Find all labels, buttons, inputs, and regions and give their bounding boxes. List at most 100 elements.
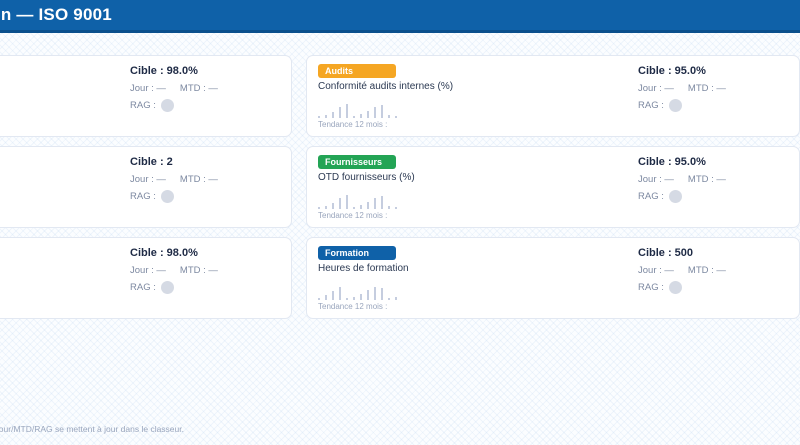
sparkline-bar — [332, 203, 334, 209]
kpi-target-value: Cible : 500 — [638, 247, 694, 259]
kpi-rag-label: RAG : — [638, 282, 664, 293]
kpi-metrics: Cible : 2 Jour : — MTD : — RAG : — [130, 155, 280, 203]
kpi-trend-block: Tendance 12 mois : — [318, 183, 628, 220]
sparkline-bar — [388, 298, 390, 300]
kpi-day-value: Jour : — — [130, 174, 166, 185]
sparkline-chart — [318, 98, 628, 118]
sparkline-bar — [374, 287, 376, 300]
sparkline-bar — [353, 116, 355, 118]
kpi-category-badge: Audits — [318, 64, 396, 78]
kpi-category-badge: Formation — [318, 246, 396, 260]
sparkline-chart — [318, 189, 628, 209]
sparkline-bar — [325, 115, 327, 118]
kpi-rag-row: RAG : — [638, 190, 788, 203]
trend-caption: Tendance 12 mois : — [318, 120, 388, 129]
sparkline-bar — [395, 116, 397, 118]
kpi-label: Heures de formation — [318, 263, 409, 274]
kpi-card[interactable]: Fournisseurs OTD fournisseurs (%) Tendance… — [306, 146, 800, 228]
kpi-day-value: Jour : — — [130, 83, 166, 94]
kpi-category-badge: Fournisseurs — [318, 155, 396, 169]
kpi-day-value: Jour : — — [638, 265, 674, 276]
sparkline-bar — [388, 115, 390, 118]
sparkline-bar — [374, 107, 376, 118]
sparkline-bar — [318, 116, 320, 118]
trend-caption: Tendance 12 mois : — [0, 120, 120, 129]
kpi-mtd-value: MTD : — — [179, 83, 218, 94]
status-badge — [668, 190, 682, 203]
kpi-metrics: Cible : 500 Jour : — MTD : — RAG : — [638, 246, 788, 294]
kpi-mtd-value: MTD : — — [179, 265, 218, 276]
kpi-trend-block: Tendance 12 mois : — [0, 92, 120, 129]
kpi-trend-block: Tendance 12 mois : — [318, 274, 628, 311]
sparkline-bar — [325, 295, 327, 300]
status-badge — [160, 190, 174, 203]
sparkline-chart — [0, 280, 120, 300]
sparkline-bar — [346, 298, 348, 300]
sparkline-bar — [346, 195, 348, 209]
kpi-day-mtd-row: Jour : — MTD : — — [638, 174, 788, 185]
kpi-day-mtd-row: Jour : — MTD : — — [130, 174, 280, 185]
kpi-day-mtd-row: Jour : — MTD : — — [130, 83, 280, 94]
kpi-card[interactable]: Audits Conformité audits internes (%) Tend… — [306, 55, 800, 137]
sparkline-bar — [367, 202, 369, 209]
sparkline-bar — [381, 288, 383, 300]
sparkline-bar — [374, 198, 376, 209]
sparkline-bar — [339, 287, 341, 300]
sparkline-chart — [0, 189, 120, 209]
kpi-target-value: Cible : 98.0% — [130, 65, 198, 77]
kpi-rag-row: RAG : — [130, 190, 280, 203]
kpi-rag-row: RAG : — [638, 99, 788, 112]
sparkline-bar — [367, 111, 369, 118]
kpi-label: Efficacité processus (%) — [0, 263, 120, 274]
trend-caption: Tendance 12 mois : — [318, 211, 388, 220]
sparkline-bar — [381, 105, 383, 118]
sparkline-bar — [346, 104, 348, 118]
kpi-target-value: Cible : 95.0% — [638, 65, 706, 77]
trend-caption: Tendance 12 mois : — [318, 302, 388, 311]
kpi-trend-block: Tendance 12 mois : — [0, 183, 120, 220]
trend-caption: Tendance 12 mois : — [0, 211, 120, 220]
kpi-day-value: Jour : — — [638, 83, 674, 94]
kpi-card[interactable]: ProcessusEfficacité processus (%)Tendanc… — [0, 237, 292, 319]
sparkline-bar — [360, 294, 362, 300]
kpi-rag-label: RAG : — [130, 191, 156, 202]
sparkline-bar — [339, 198, 341, 209]
kpi-label: Taux de conformité livery (%) — [0, 81, 120, 92]
sparkline-bar — [325, 206, 327, 209]
sparkline-chart — [0, 98, 120, 118]
kpi-rag-label: RAG : — [638, 191, 664, 202]
status-badge — [160, 99, 174, 112]
kpi-rag-row: RAG : — [638, 281, 788, 294]
sparkline-bar — [332, 112, 334, 118]
sparkline-bar — [395, 297, 397, 300]
kpi-day-value: Jour : — — [638, 174, 674, 185]
rag-legend: VertAmbreRouge — [0, 33, 800, 51]
sparkline-bar — [360, 114, 362, 118]
kpi-trend-block: Tendance 12 mois : — [318, 92, 628, 129]
kpi-rag-row: RAG : — [130, 281, 280, 294]
sparkline-bar — [353, 207, 355, 209]
app-header: Tableau de bord Direction — ISO 9001 — [0, 0, 800, 33]
kpi-day-mtd-row: Jour : — MTD : — — [130, 265, 280, 276]
sparkline-bar — [360, 205, 362, 209]
footer-note: Indicateurs & cibles issus de 99_Config.… — [0, 424, 184, 434]
kpi-trend-block: Tendance 12 mois : — [0, 274, 120, 311]
kpi-metrics: Cible : 98.0% Jour : — MTD : — RAG : — [130, 246, 280, 294]
kpi-mtd-value: MTD : — — [687, 83, 726, 94]
kpi-day-mtd-row: Jour : — MTD : — — [638, 265, 788, 276]
kpi-metrics: Cible : 98.0% Jour : — MTD : — RAG : — [130, 64, 280, 112]
kpi-card[interactable]: Formation Heures de formation Tendance 12 … — [306, 237, 800, 319]
sparkline-bar — [318, 298, 320, 300]
kpi-rag-row: RAG : — [130, 99, 280, 112]
trend-caption: Tendance 12 mois : — [0, 302, 120, 311]
sparkline-bar — [381, 196, 383, 209]
sparkline-bar — [353, 297, 355, 300]
kpi-card[interactable]: QualitéTaux de conformité livery (%)Tend… — [0, 55, 292, 137]
kpi-card[interactable]: Non-conformitésNC majeures (#/mois)Tenda… — [0, 146, 292, 228]
sparkline-bar — [367, 290, 369, 300]
sparkline-bar — [395, 207, 397, 209]
kpi-label: OTD fournisseurs (%) — [318, 172, 415, 183]
kpi-label: NC majeures (#/mois) — [0, 172, 120, 183]
